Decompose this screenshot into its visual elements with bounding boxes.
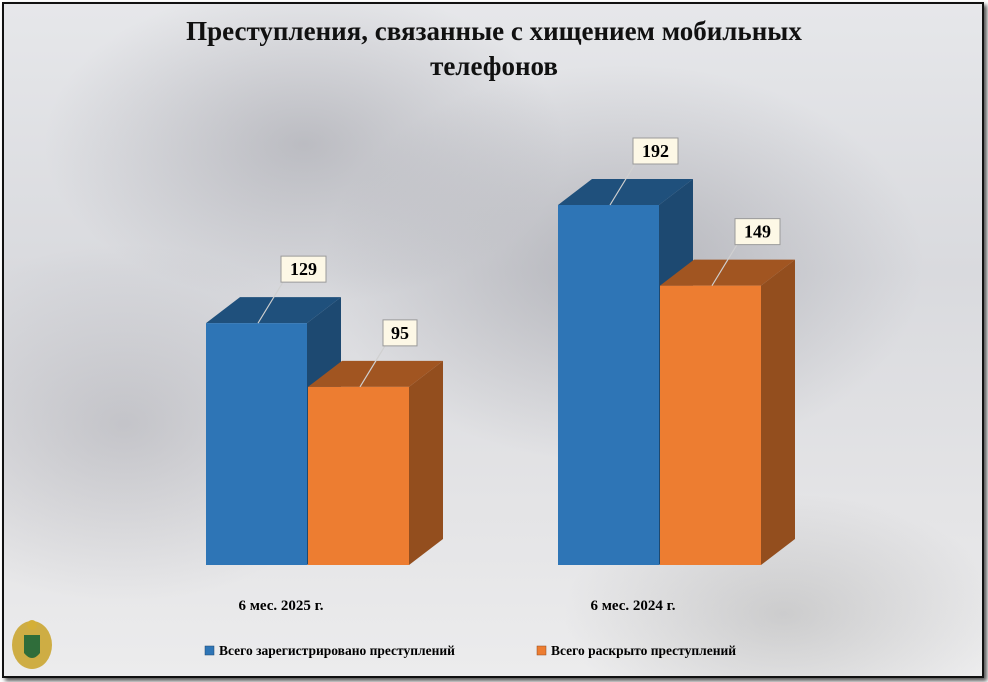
bar-top [660,259,795,286]
bar-top [558,179,693,205]
data-label: 129 [290,259,317,279]
legend-label: Всего раскрыто преступлений [551,643,736,658]
data-label-box [280,255,327,283]
bar-front [308,386,409,565]
bar-side [761,259,795,565]
bar-side [409,360,443,565]
legend-swatch [204,645,215,656]
bar-top [308,360,443,387]
data-label-box [734,218,781,246]
bar-front [660,285,761,565]
data-label: 95 [391,323,409,343]
leader-line [609,163,636,206]
legend-swatch [536,645,547,656]
data-label: 149 [744,222,771,242]
data-label-box [382,319,418,347]
data-label-box [632,137,679,165]
data-label: 192 [642,141,669,161]
leader-line [257,281,284,324]
x-tick-label: 6 мес. 2025 г. [238,598,323,614]
x-tick-label: 6 мес. 2024 г. [590,598,675,614]
bar-front [558,205,659,565]
bar-front [206,323,307,565]
bar-top [206,297,341,324]
emblem [12,620,52,669]
bar [660,259,795,565]
leader-line [359,345,386,388]
chart-title: Преступления, связанные с хищением мобил… [186,16,802,81]
leader-line [711,244,738,286]
legend-label: Всего зарегистрировано преступлений [219,643,455,658]
bar [308,360,443,565]
